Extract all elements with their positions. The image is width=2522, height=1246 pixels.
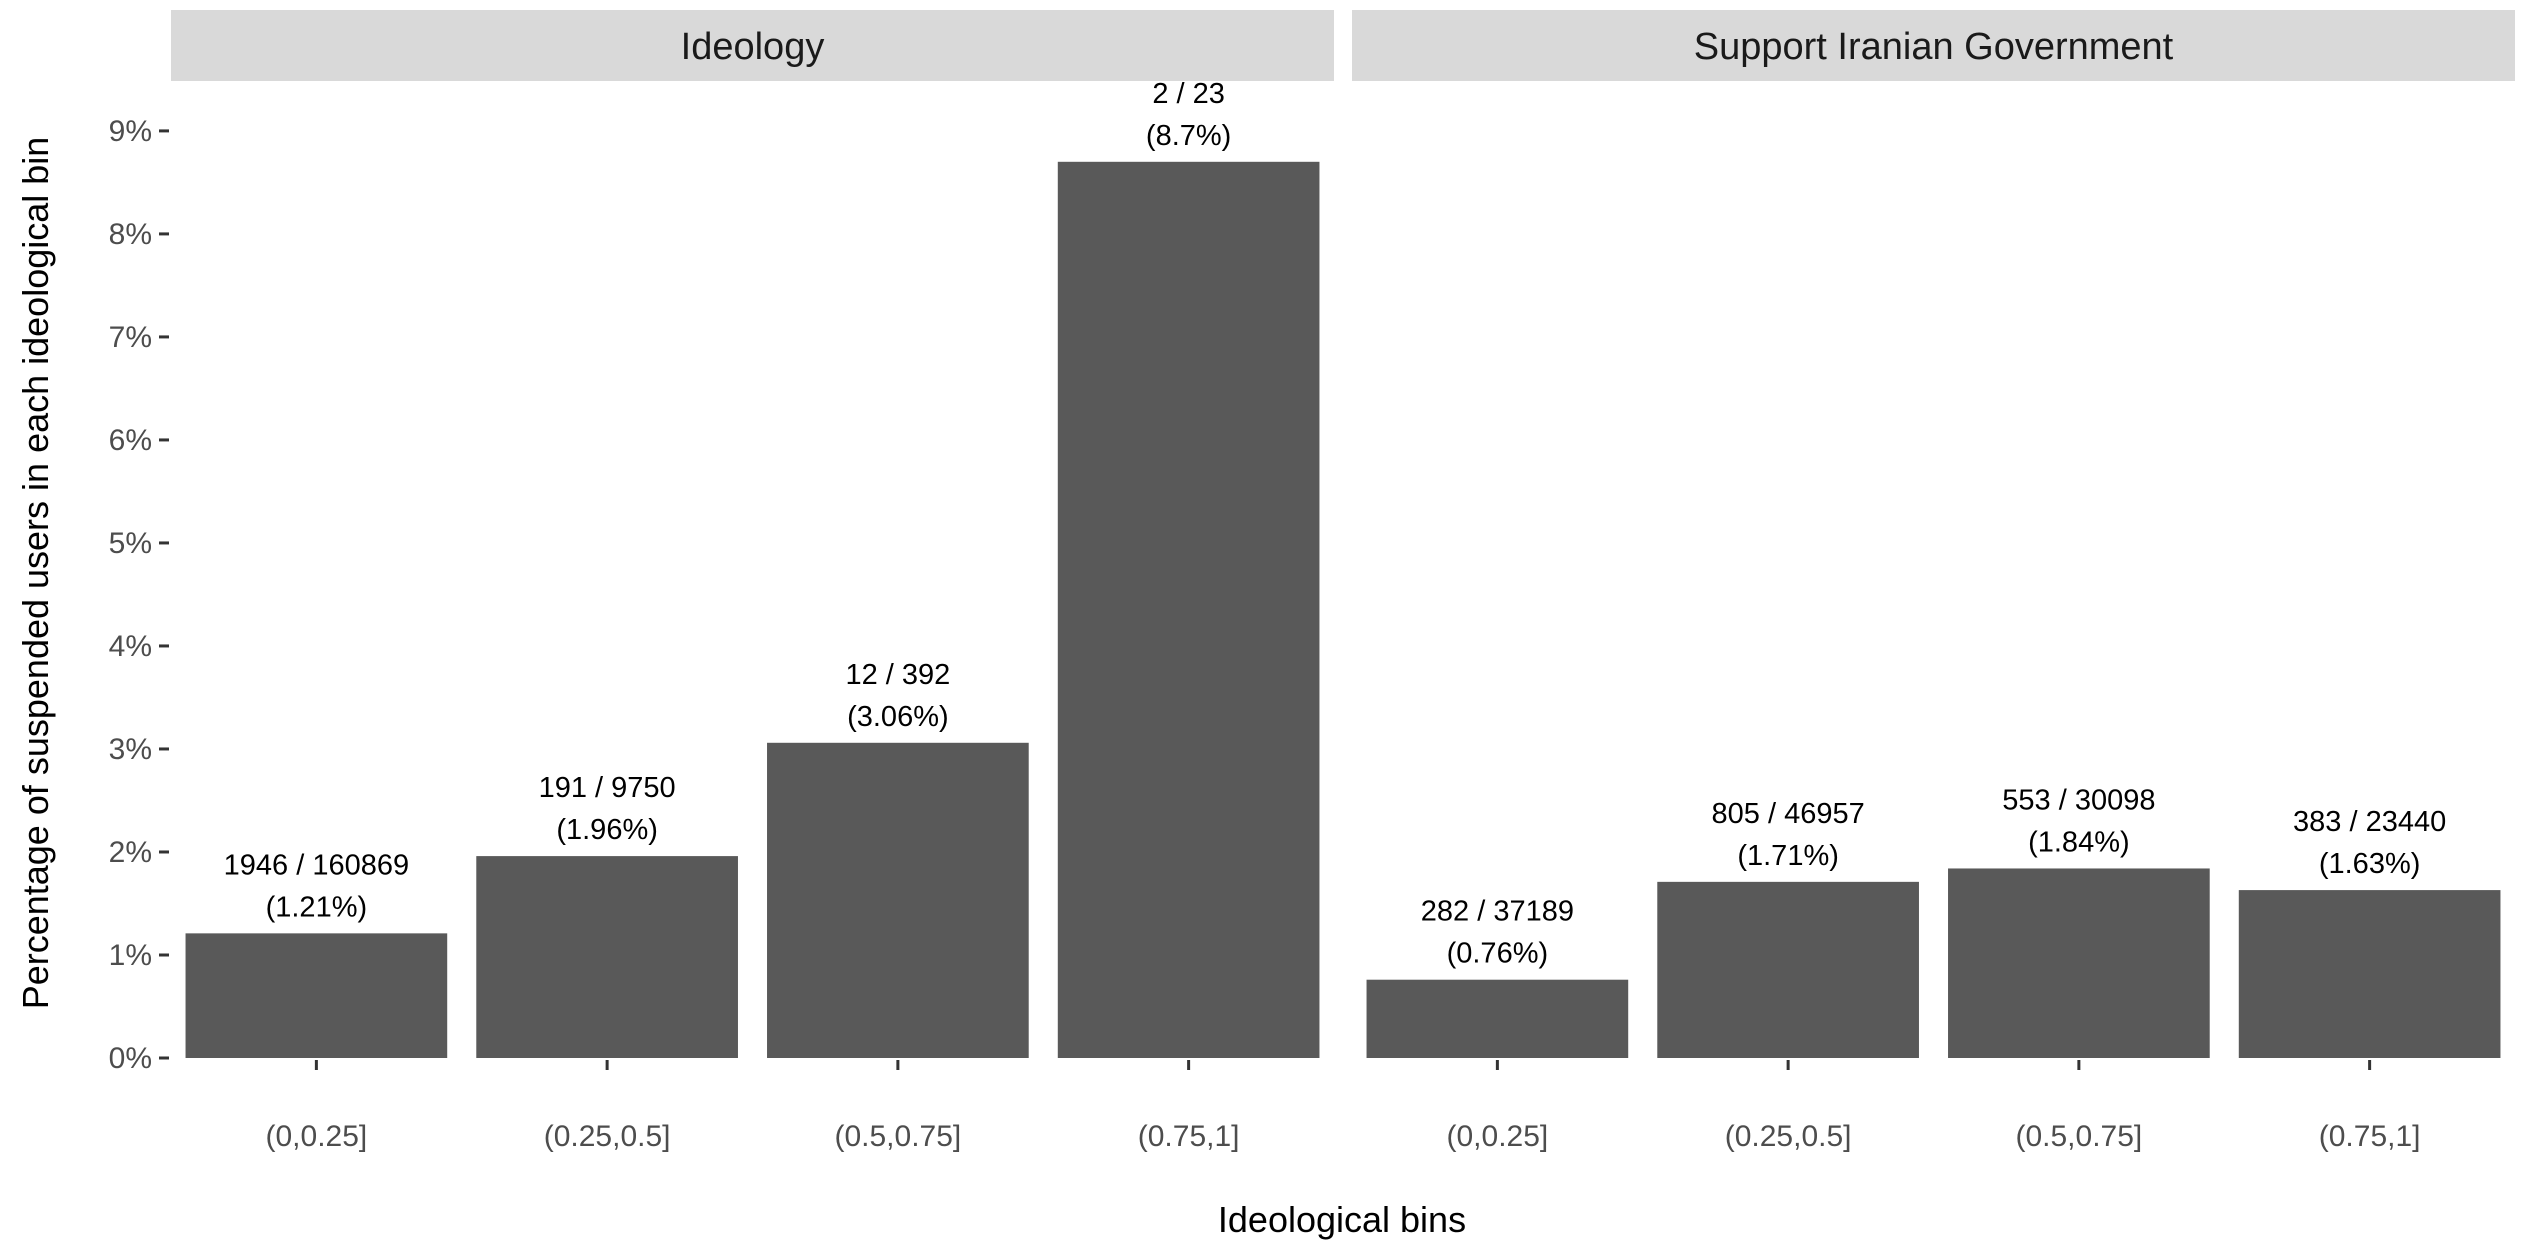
- y-tick-label: 7%: [109, 321, 152, 354]
- bar-percent-label: (0.76%): [1447, 938, 1549, 970]
- bar-count-label: 191 / 9750: [539, 772, 676, 804]
- x-tick-label: (0.75,1]: [2319, 1120, 2421, 1153]
- bar-count-label: 12 / 392: [845, 659, 950, 691]
- x-tick-label: (0.25,0.5]: [1725, 1120, 1852, 1153]
- y-tick-label: 9%: [109, 115, 152, 148]
- y-tick-label: 0%: [109, 1042, 152, 1075]
- x-tick-label: (0.5,0.75]: [834, 1120, 961, 1153]
- panels: Ideology 1946 / 160869 (1.21%) (0,0.25] 191 …: [171, 10, 2515, 1153]
- bar-count-label: 553 / 30098: [2002, 784, 2155, 816]
- bar: [2238, 890, 2501, 1058]
- y-tick-label: 6%: [109, 424, 152, 457]
- x-tick-label: (0.75,1]: [1138, 1120, 1240, 1153]
- bar-count-label: 2 / 23: [1152, 78, 1225, 110]
- bar-percent-label: (1.71%): [1737, 840, 1839, 872]
- bar-count-label: 805 / 46957: [1712, 798, 1865, 830]
- bar: [767, 742, 1029, 1058]
- facet-strip-title: Ideology: [681, 26, 825, 68]
- bar-percent-label: (3.06%): [847, 701, 949, 733]
- bar: [1366, 979, 1629, 1058]
- y-tick-label: 4%: [109, 630, 152, 663]
- y-tick-label: 8%: [109, 218, 152, 251]
- bar-count-label: 383 / 23440: [2293, 806, 2446, 838]
- facet-strip-title: Support Iranian Government: [1694, 26, 2174, 68]
- x-tick-label: (0.5,0.75]: [2015, 1120, 2142, 1153]
- y-axis: 0% 1% 2% 3% 4% 5% 6% 7% 8% 9%: [109, 115, 169, 1075]
- bar-count-label: 1946 / 160869: [224, 849, 409, 881]
- x-tick-label: (0,0.25]: [1447, 1120, 1549, 1153]
- bar-percent-label: (8.7%): [1146, 120, 1231, 152]
- y-tick-label: 3%: [109, 733, 152, 766]
- y-tick-label: 5%: [109, 527, 152, 560]
- panel-1: Ideology 1946 / 160869 (1.21%) (0,0.25] 191 …: [171, 10, 1334, 1153]
- facet-strip: [171, 10, 1334, 81]
- x-axis-title: Ideological bins: [1218, 1199, 1466, 1240]
- x-tick-label: (0,0.25]: [266, 1120, 368, 1153]
- bar: [1057, 161, 1320, 1058]
- bar: [476, 856, 738, 1058]
- x-tick-label: (0.25,0.5]: [544, 1120, 671, 1153]
- bar: [185, 933, 448, 1058]
- bar-count-label: 282 / 37189: [1421, 896, 1574, 928]
- bar-percent-label: (1.96%): [556, 814, 658, 846]
- bar: [1948, 868, 2210, 1058]
- y-tick-label: 2%: [109, 836, 152, 869]
- bar-percent-label: (1.84%): [2028, 826, 2130, 858]
- bar: [1657, 881, 1919, 1058]
- panel-2: Support Iranian Government 282 / 37189 (0.…: [1352, 10, 2515, 1153]
- y-tick-label: 1%: [109, 939, 152, 972]
- y-axis-title: Percentage of suspended users in each id…: [15, 137, 56, 1010]
- bar-percent-label: (1.63%): [2319, 848, 2421, 880]
- bar-percent-label: (1.21%): [266, 891, 368, 923]
- facet-strip: [1352, 10, 2515, 81]
